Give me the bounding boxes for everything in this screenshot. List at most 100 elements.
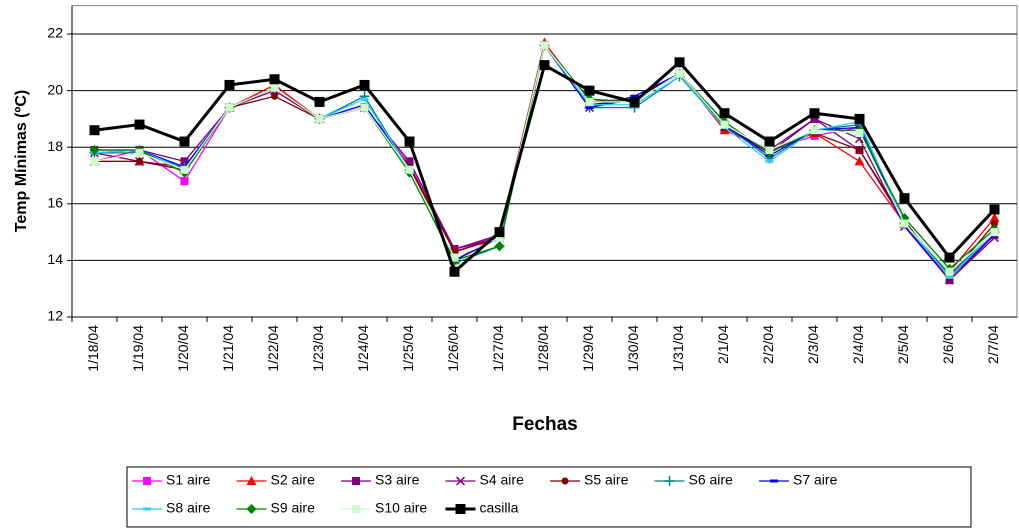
- marker: [900, 219, 909, 228]
- marker: [944, 252, 955, 263]
- legend-label: S5 aire: [584, 472, 629, 488]
- x-tick-label: 1/18/04: [85, 325, 101, 372]
- marker: [719, 108, 730, 119]
- marker: [540, 41, 549, 50]
- marker: [561, 477, 569, 485]
- marker: [224, 79, 235, 90]
- x-tick-label: 1/19/04: [130, 325, 146, 372]
- marker: [89, 125, 100, 136]
- marker: [405, 165, 414, 174]
- legend-label: S3 aire: [375, 472, 420, 488]
- x-tick-label: 1/24/04: [355, 325, 371, 372]
- x-tick-label: 2/2/04: [760, 325, 776, 364]
- legend-label: S9 aire: [271, 500, 316, 516]
- marker: [494, 241, 505, 252]
- y-axis-label: Temp Mínimas (ºC): [13, 90, 30, 232]
- x-tick-label: 2/7/04: [985, 325, 1001, 364]
- legend-box: [126, 466, 972, 528]
- marker: [315, 114, 324, 123]
- marker: [674, 57, 685, 68]
- marker: [990, 228, 999, 237]
- marker: [539, 60, 550, 71]
- legend-label: S8 aire: [166, 500, 211, 516]
- marker: [664, 476, 675, 486]
- marker: [225, 103, 234, 112]
- marker: [856, 146, 863, 154]
- marker: [246, 504, 257, 514]
- marker: [585, 106, 594, 110]
- marker: [455, 476, 466, 486]
- x-tick-label: 1/30/04: [625, 325, 641, 372]
- marker: [765, 159, 774, 163]
- y-tick-label: 22: [47, 25, 63, 41]
- y-tick-label: 18: [47, 138, 63, 154]
- marker: [764, 136, 775, 147]
- marker: [630, 94, 639, 98]
- marker: [449, 266, 460, 277]
- marker: [404, 136, 415, 147]
- x-tick-label: 1/20/04: [175, 325, 191, 372]
- marker: [270, 83, 279, 92]
- marker: [945, 267, 954, 276]
- marker: [809, 108, 820, 119]
- marker: [810, 126, 819, 135]
- x-tick-label: 1/25/04: [400, 325, 416, 372]
- x-tick-label: 1/28/04: [535, 325, 551, 372]
- x-tick-label: 2/6/04: [940, 325, 956, 364]
- marker: [360, 103, 369, 112]
- marker: [352, 505, 360, 513]
- legend-label: S7 aire: [793, 472, 838, 488]
- marker: [450, 253, 459, 262]
- y-tick-label: 20: [47, 81, 63, 97]
- x-tick-label: 2/4/04: [850, 325, 866, 364]
- marker: [770, 479, 778, 483]
- x-tick-label: 1/22/04: [265, 325, 281, 372]
- marker: [359, 79, 370, 90]
- marker: [143, 507, 151, 511]
- marker: [89, 145, 100, 156]
- x-tick-label: 1/27/04: [490, 325, 506, 372]
- marker: [720, 120, 729, 129]
- marker: [629, 96, 640, 107]
- marker: [854, 113, 865, 124]
- marker: [989, 204, 1000, 215]
- x-tick-label: 2/3/04: [805, 325, 821, 364]
- marker: [945, 275, 954, 279]
- legend-label: casilla: [480, 500, 519, 516]
- marker: [494, 227, 505, 238]
- legend-label: S10 aire: [375, 500, 427, 516]
- marker: [143, 477, 151, 485]
- marker: [135, 148, 144, 157]
- marker: [899, 193, 910, 204]
- x-tick-label: 1/31/04: [670, 325, 686, 372]
- marker: [271, 92, 278, 100]
- legend-label: S2 aire: [271, 472, 316, 488]
- x-tick-label: 1/29/04: [580, 325, 596, 372]
- marker: [855, 129, 864, 138]
- marker: [991, 220, 998, 228]
- marker: [136, 157, 143, 165]
- marker: [180, 157, 189, 166]
- marker: [90, 157, 99, 166]
- legend-label: S1 aire: [166, 472, 211, 488]
- marker: [179, 136, 190, 147]
- marker: [585, 97, 594, 106]
- marker: [314, 96, 325, 107]
- y-tick-label: 14: [47, 251, 63, 267]
- x-tick-label: 1/21/04: [220, 325, 236, 372]
- marker: [675, 69, 684, 78]
- marker: [269, 74, 280, 85]
- marker: [360, 97, 369, 101]
- marker: [246, 476, 257, 485]
- marker: [765, 146, 774, 155]
- marker: [455, 504, 466, 514]
- legend-label: S6 aire: [689, 472, 734, 488]
- marker: [854, 156, 865, 166]
- y-tick-label: 12: [47, 308, 63, 324]
- marker: [989, 212, 1000, 222]
- marker: [495, 233, 504, 242]
- marker: [180, 177, 189, 186]
- x-tick-label: 1/23/04: [310, 325, 326, 372]
- marker: [405, 157, 414, 166]
